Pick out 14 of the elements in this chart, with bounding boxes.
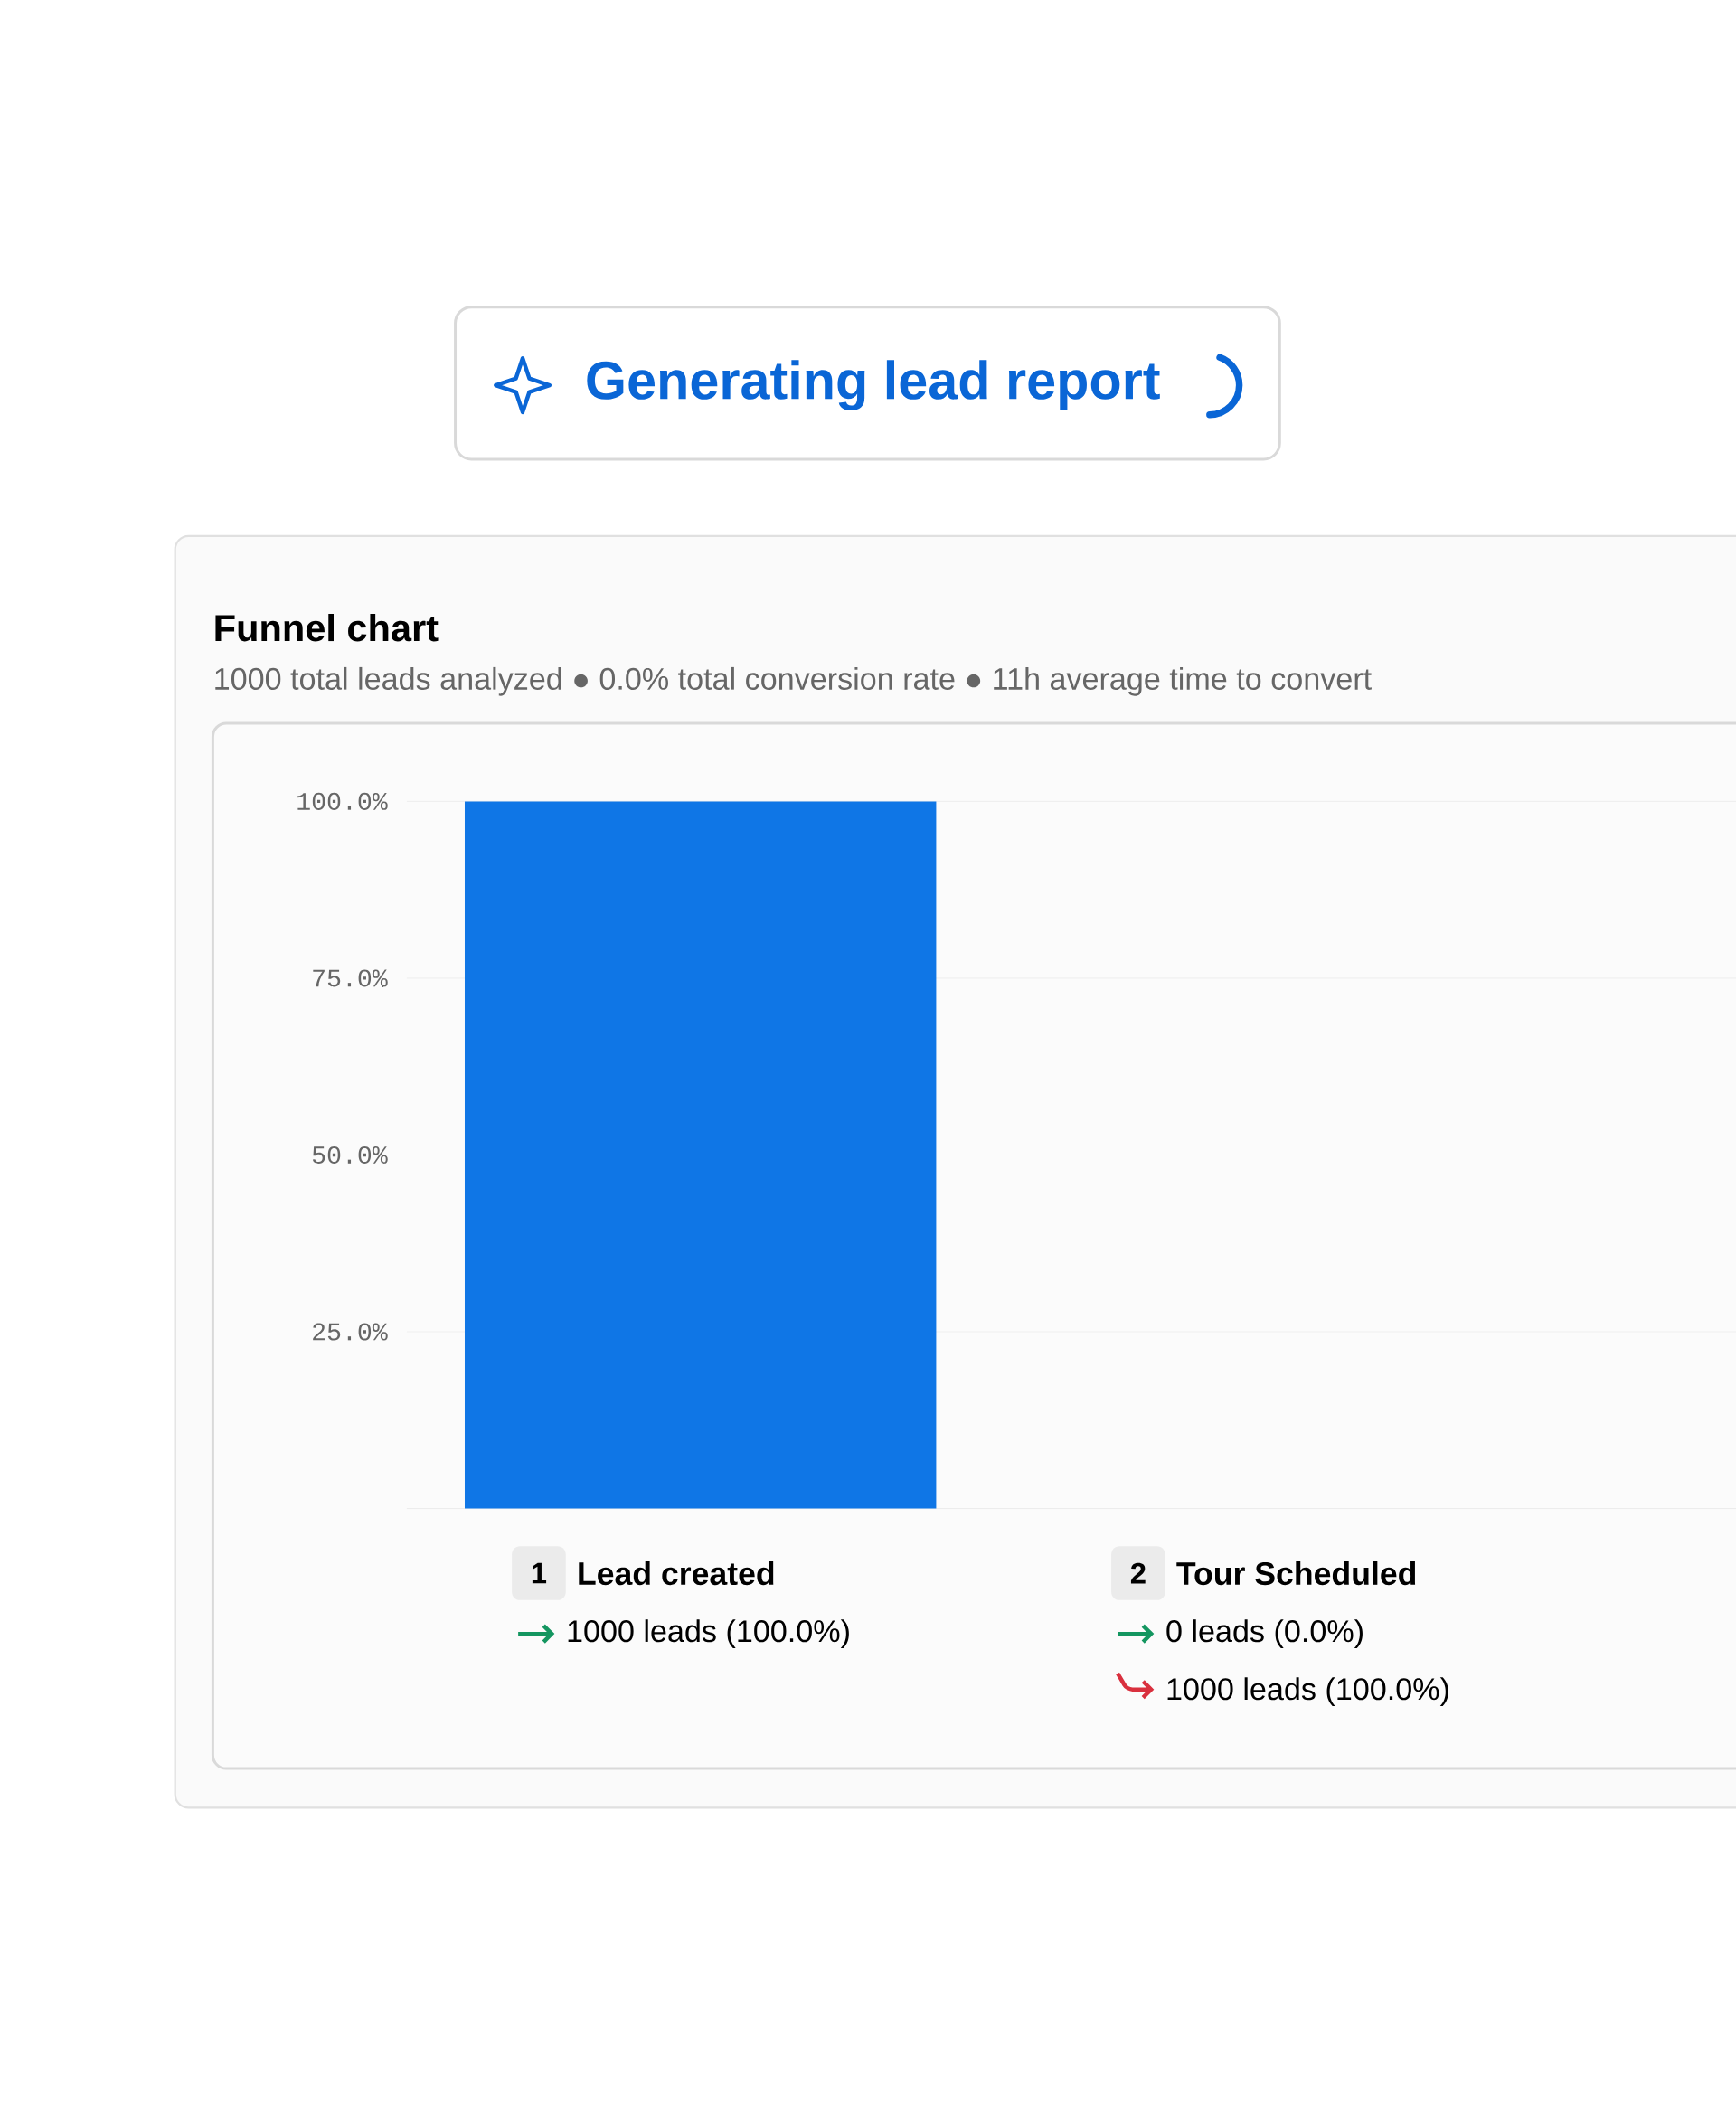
text: Generating lead report — [587, 360, 1160, 410]
data-label: 1000 leads (100.0%) — [568, 1619, 849, 1649]
y-tick-label: 25.0% — [312, 1323, 388, 1341]
x-tick-label: Tour Scheduled — [1176, 1560, 1415, 1586]
data-label: 0 leads (0.0%) — [1166, 1619, 1363, 1649]
text: 2 — [1130, 1562, 1146, 1584]
y-tick-label: 100.0% — [297, 792, 388, 810]
text: 1000 leads (100.0%) — [1167, 1677, 1448, 1707]
x-tick-label: Lead created — [579, 1560, 774, 1586]
y-tick-label: 50.0% — [312, 1146, 388, 1164]
chart-subtitle: 1000 total leads analyzed ● 0.0% total conversion rate ● 11h average time to convert — [215, 666, 1372, 696]
text: 1 — [532, 1562, 546, 1584]
chart-title: Funnel chart — [215, 613, 439, 642]
y-tick-label: 75.0% — [313, 969, 388, 987]
